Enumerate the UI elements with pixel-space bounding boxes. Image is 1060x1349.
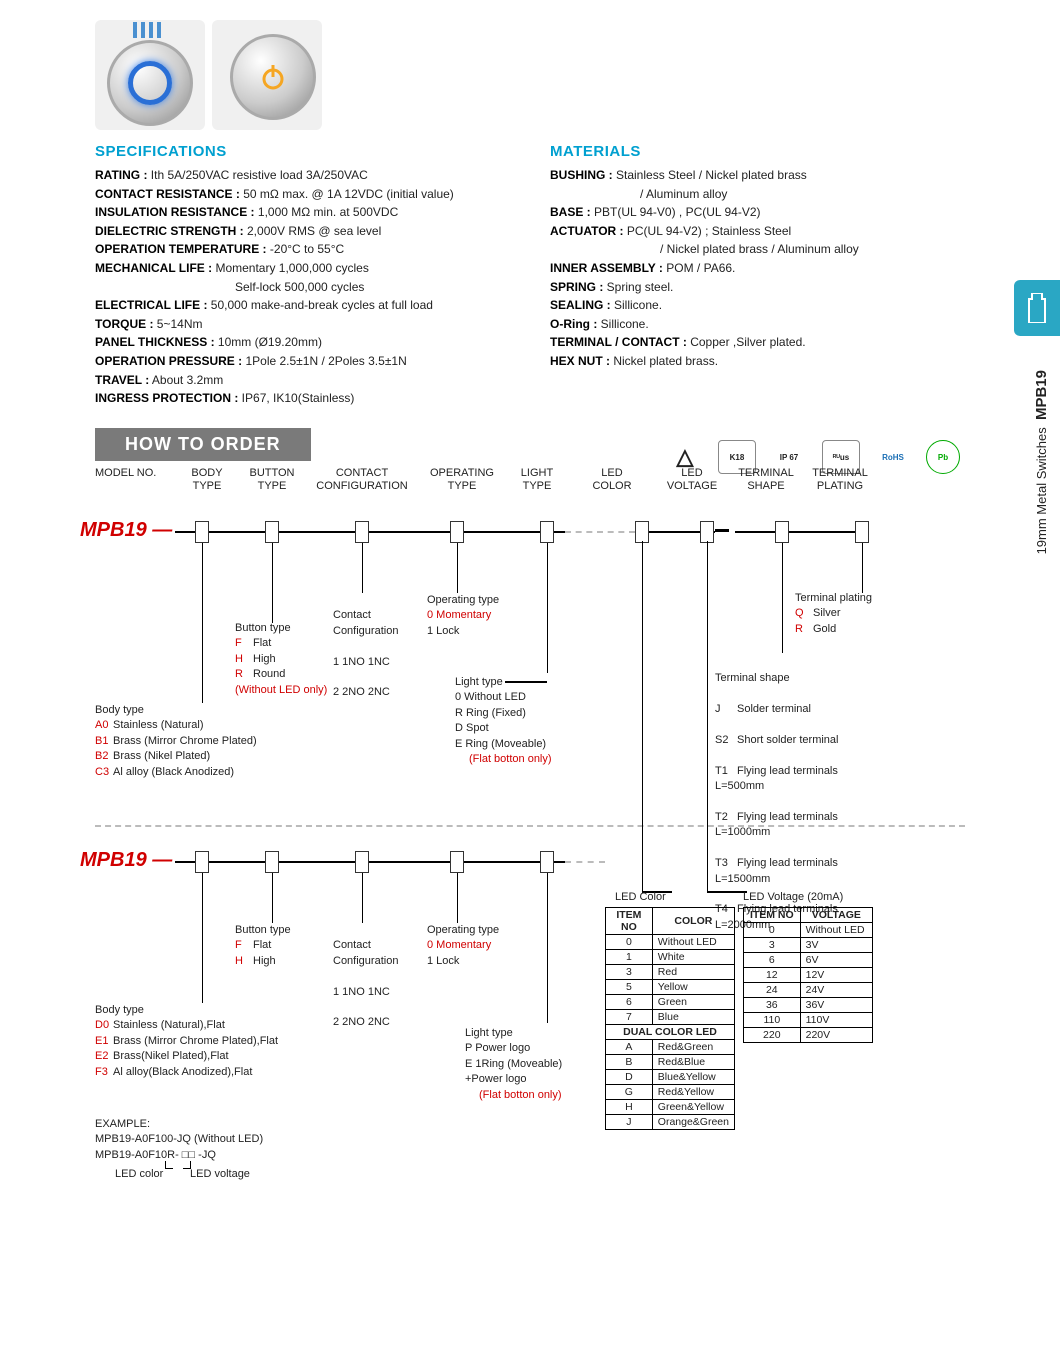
product-image-ring [95, 20, 205, 130]
contact-config-options: Contact Configuration 1 1NO 1NC 2 2NO 2N… [333, 593, 398, 716]
product-image-row [95, 20, 965, 133]
specifications-heading: SPECIFICATIONS [95, 143, 510, 160]
light-type-options: Light type 0 Without LED R Ring (Fixed) … [455, 675, 552, 767]
body-type-options: Body type A0Stainless (Natural) B1Brass … [95, 703, 257, 780]
example-block: EXAMPLE: MPB19-A0F100-JQ (Without LED) M… [95, 1117, 263, 1183]
led-voltage-table: ITEM NOVOLTAGE0Without LED33V66V1212V242… [743, 907, 873, 1043]
button-type-options: Button type FFlat HHigh RRound (Without … [235, 621, 327, 698]
ordering-diagram-1: MPB19 — Button type [95, 491, 965, 821]
specifications-block: SPECIFICATIONS RATING : Ith 5A/250VAC re… [95, 143, 510, 408]
terminal-plating-options: Terminal plating QSilver RGold [795, 591, 872, 637]
order-header-row: MODEL NO. BODY TYPE BUTTON TYPE CONTACT … [95, 467, 965, 493]
ordering-diagram-2: MPB19 — Button type FFlat HHigh Body typ… [95, 831, 965, 1211]
how-to-order-heading: HOW TO ORDER [95, 428, 311, 461]
model-prefix-label: MPB19 — [80, 519, 172, 542]
led-color-table: ITEM NOCOLOR0Without LED1White3Red5Yello… [605, 907, 735, 1130]
product-image-power [212, 20, 322, 130]
materials-block: MATERIALS BUSHING : Stainless Steel / Ni… [550, 143, 965, 408]
operating-type-options: Operating type 0 Momentary 1 Lock [427, 593, 499, 639]
materials-heading: MATERIALS [550, 143, 965, 160]
